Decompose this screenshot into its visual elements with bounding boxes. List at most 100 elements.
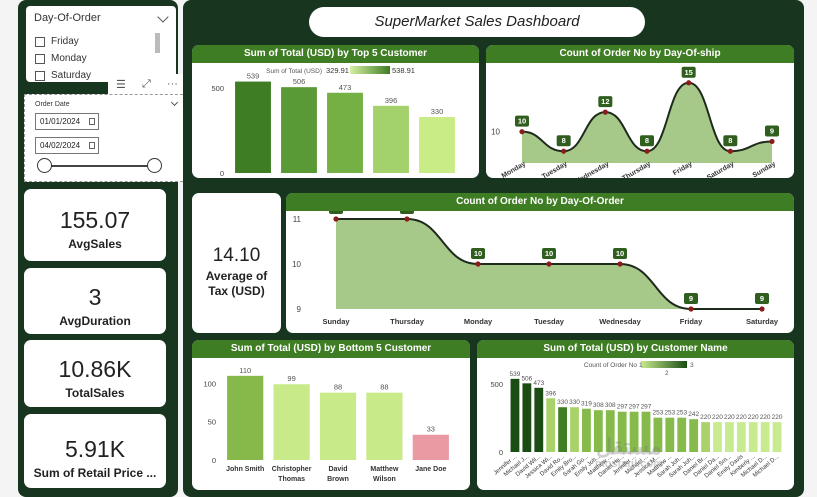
slicer-item-label: Friday [51, 36, 79, 47]
bar [713, 422, 722, 452]
dayorder-card: Count of Order No by Day-Of-Order 9 10 11 1… [286, 193, 794, 333]
bar [419, 117, 455, 173]
order-date-slicer[interactable]: Order Date 01/01/2024 04/02/2024 [24, 94, 188, 182]
data-label-box [471, 248, 485, 259]
slicer-item-friday[interactable]: Friday [35, 36, 79, 47]
bar [570, 407, 579, 452]
data-label: 220 [700, 414, 711, 421]
calendar-icon[interactable] [89, 142, 95, 149]
data-label-box [556, 135, 571, 147]
data-label: 330 [557, 399, 568, 406]
main-panel: SuperMarket Sales Dashboard Sum of Total… [183, 0, 804, 497]
checkbox[interactable] [35, 53, 45, 64]
visual-toolbar: ☰ ⤢ ··· [108, 74, 186, 94]
data-label-box [640, 135, 654, 147]
data-point [644, 148, 650, 154]
x-tick-label: Saturday [746, 317, 779, 326]
dayorder-title: Count of Order No by Day-Of-Order [286, 193, 794, 211]
data-point [546, 261, 552, 267]
y-tick-label: 50 [208, 418, 216, 427]
data-point [602, 109, 608, 115]
chevron-down-icon[interactable] [157, 11, 169, 23]
bar [235, 81, 271, 173]
y-tick-label: 0 [499, 448, 503, 457]
end-date-value: 04/02/2024 [40, 141, 81, 150]
end-date-input[interactable]: 04/02/2024 [35, 137, 99, 154]
range-end-handle[interactable] [147, 158, 162, 173]
focus-mode-icon[interactable]: ⤢ [142, 77, 151, 90]
data-label: 220 [736, 414, 747, 421]
data-label: 297 [629, 404, 640, 411]
legend-title: Count of Order No [584, 362, 637, 369]
slicer-item-saturday[interactable]: Saturday [35, 70, 91, 81]
data-label: 308 [605, 402, 616, 409]
bar [736, 422, 746, 452]
range-start-handle[interactable] [37, 158, 52, 173]
more-options-icon[interactable]: ··· [166, 78, 178, 90]
data-label: 10 [616, 249, 624, 258]
top5-chart: Sum of Total (USD)329.91538.910500539Jen… [211, 66, 455, 178]
avg-tax-label-line1: Average of [205, 269, 268, 283]
avg-tax-label-line2: Tax (USD) [208, 284, 265, 298]
bar [582, 408, 591, 452]
bar [273, 384, 310, 460]
data-label: 253 [676, 410, 687, 417]
bar [558, 407, 568, 452]
checkbox[interactable] [35, 70, 45, 81]
data-label: 9 [770, 126, 774, 135]
bar [510, 378, 520, 452]
date-range-track[interactable] [45, 165, 155, 167]
bottom5-chart: 0 50 100 110 John Smith 99 Christopher Thomas 88… [203, 366, 449, 483]
data-label: 242 [688, 411, 699, 418]
bar [677, 417, 687, 452]
retail-price-value: 5.91K [64, 436, 126, 462]
slicer-scrollbar[interactable] [155, 33, 160, 53]
dayship-title: Count of Order No by Day-Of-ship [486, 45, 794, 63]
data-point [769, 138, 775, 145]
data-label: 220 [772, 414, 783, 421]
avg-sales-label: AvgSales [68, 237, 122, 251]
data-label: 220 [760, 414, 771, 421]
calendar-icon[interactable] [89, 118, 95, 125]
data-label: 297 [617, 404, 628, 411]
x-tick-label: Tuesday [541, 161, 569, 178]
data-label: 308 [593, 402, 604, 409]
avg-tax-card: 14.10 Average of Tax (USD) [192, 193, 281, 333]
avg-sales-card: 155.07 AvgSales [24, 189, 166, 261]
checkbox[interactable] [35, 36, 45, 47]
legend-max-label: 538.91 [392, 66, 415, 75]
data-label: 473 [533, 380, 544, 387]
bottom5-customer-card: Sum of Total (USD) by Bottom 5 Customer … [192, 340, 470, 490]
x-tick-label: Wilson [373, 476, 396, 483]
data-label: 396 [385, 96, 398, 105]
data-label-box [542, 248, 556, 259]
chevron-down-icon[interactable] [170, 98, 179, 107]
filter-icon[interactable]: ☰ [116, 78, 126, 91]
bar [412, 434, 449, 460]
day-of-order-slicer[interactable]: Day-Of-Order Friday Monday Saturday [26, 6, 176, 82]
bar [689, 419, 699, 452]
bar [373, 105, 409, 173]
legend-tick-label: 3 [690, 362, 694, 369]
data-label: 9 [760, 294, 764, 303]
y-tick-label: 10 [491, 128, 500, 137]
slicer-item-monday[interactable]: Monday [35, 53, 87, 64]
x-tick-label: Friday [680, 317, 703, 326]
data-point [475, 261, 481, 267]
x-tick-label: Brown [327, 476, 349, 483]
data-point [759, 306, 765, 312]
y-tick-label: 100 [203, 379, 216, 388]
date-slicer-title: Order Date [35, 101, 70, 108]
data-point [688, 306, 694, 312]
dayship-chart: 10 10 Monday 8 Tuesday 12 Wednesday 8 Thursday 15… [491, 66, 779, 178]
data-label: 220 [748, 414, 759, 421]
bar [546, 398, 556, 452]
data-label: 110 [239, 366, 251, 375]
bar [522, 383, 532, 452]
start-date-input[interactable]: 01/01/2024 [35, 113, 99, 130]
dayorder-chart: 9 10 11 11 Sunday 11 Thursday 10 Monday 10 Tuesday… [292, 211, 779, 326]
bar [641, 411, 651, 452]
x-tick-label: Monday [501, 161, 527, 178]
data-label-box [400, 211, 414, 214]
data-point [333, 216, 339, 222]
